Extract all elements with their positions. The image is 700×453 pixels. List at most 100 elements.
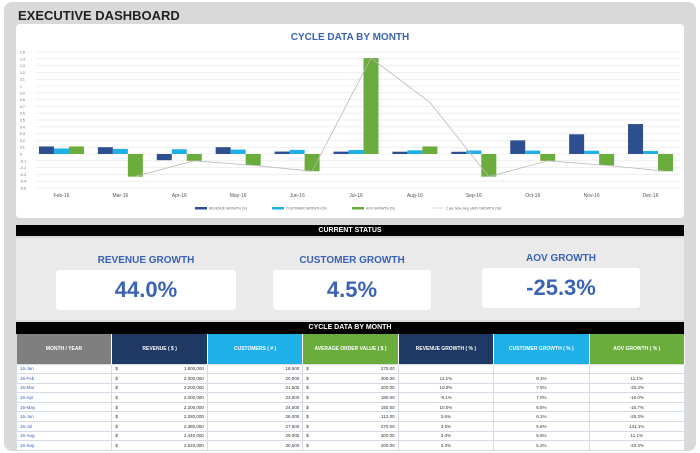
- bar-revenue-growth: [97, 147, 113, 154]
- table-row: 16-Jul $2,360,000 27,500 $270.00 3.5% 5.8% 141…: [15, 421, 686, 432]
- currency-symbol: $: [306, 395, 309, 401]
- aov-growth-cell: -10.0%: [588, 392, 686, 403]
- kpi-aov-value: -25.3%: [482, 268, 640, 308]
- aov-growth-cell: -16.7%: [588, 401, 686, 413]
- y-tick-label: 0: [20, 153, 22, 157]
- x-tick-label: Nov-16: [584, 193, 600, 199]
- cell-value: 270.00: [380, 423, 395, 429]
- revenue-cell: $2,000,000: [111, 392, 208, 403]
- kpi-revenue-value: 44.0%: [56, 270, 236, 310]
- aov-cell: $112.00: [302, 411, 399, 423]
- bar-revenue-growth: [451, 151, 467, 154]
- currency-symbol: $: [115, 366, 118, 372]
- column-header: AVERAGE ORDER VALUE ( $ ): [302, 334, 399, 364]
- customers-cell: 30,500: [206, 440, 304, 451]
- aov-growth-cell: -33.3%: [588, 440, 686, 451]
- y-tick-label: -0.3: [20, 173, 26, 177]
- revenue-cell: $2,280,000: [111, 411, 208, 423]
- x-tick-label: May-16: [230, 193, 247, 199]
- table-row: 16-Mar $2,200,000 21,500 $200.00 10.0% 7.5% -3…: [15, 382, 686, 394]
- cell-value: 2,280,000: [183, 414, 204, 420]
- currency-symbol: $: [115, 443, 118, 449]
- legend-swatch: [352, 207, 364, 210]
- aov-growth-cell: 141.1%: [588, 421, 686, 432]
- y-tick-label: 1.2: [20, 71, 25, 75]
- bar-customer-growth: [584, 150, 600, 154]
- currency-symbol: $: [306, 423, 309, 429]
- currency-symbol: $: [306, 385, 309, 391]
- month-cell: 16-Sep: [15, 440, 113, 451]
- month-cell: 16-Apr: [15, 392, 113, 403]
- y-tick-label: 1: [20, 85, 22, 89]
- customers-cell: 23,000: [206, 392, 304, 403]
- y-tick-label: 0.9: [20, 91, 25, 95]
- revenue-cell: $2,200,000: [111, 382, 208, 394]
- revenue-cell: $2,440,000: [111, 430, 208, 442]
- legend-label: REVENUE GROWTH (%): [209, 207, 247, 211]
- column-header: REVENUE GROWTH ( % ): [398, 334, 495, 364]
- customers-cell: 24,500: [206, 401, 304, 413]
- aov-growth-cell: [588, 363, 686, 375]
- x-tick-label: Apr-16: [172, 193, 187, 199]
- revenue-growth-cell: 11.1%: [397, 373, 495, 384]
- column-header: AOV GROWTH ( % ): [589, 334, 686, 364]
- customers-cell: 26,000: [206, 411, 304, 423]
- customers-cell: 27,500: [206, 421, 304, 432]
- cell-value: 2,360,000: [183, 423, 204, 429]
- bar-aov-growth: [481, 154, 497, 177]
- chart-panel: [16, 24, 684, 218]
- cell-value: 112.00: [381, 414, 395, 420]
- currency-symbol: $: [115, 375, 118, 381]
- currency-symbol: $: [306, 366, 309, 372]
- table-row: 16-May $2,200,000 24,500 $150.00 10.0% 6.5% -1…: [15, 401, 686, 413]
- y-tick-label: 0.6: [20, 112, 25, 116]
- bar-aov-growth: [245, 154, 261, 166]
- aov-cell: $200.00: [302, 382, 399, 394]
- aov-growth-cell: -33.3%: [588, 382, 686, 394]
- cell-value: 2,000,000: [183, 395, 204, 401]
- customers-cell: 20,000: [206, 373, 304, 384]
- cell-value: 2,440,000: [183, 433, 204, 439]
- customer-growth-cell: 8.1%: [493, 373, 590, 384]
- y-tick-label: 0.4: [20, 125, 25, 129]
- y-tick-label: 1.5: [20, 51, 25, 55]
- month-cell: 16-Aug: [15, 430, 113, 442]
- currency-symbol: $: [306, 375, 309, 381]
- x-tick-label: Jun-16: [289, 193, 305, 199]
- customer-growth-cell: 7.5%: [493, 382, 590, 394]
- bar-customer-growth: [171, 149, 187, 154]
- aov-cell: $180.00: [302, 392, 399, 403]
- y-tick-label: -0.2: [20, 166, 26, 170]
- bar-aov-growth: [422, 146, 438, 154]
- bar-aov-growth: [186, 154, 202, 161]
- x-tick-label: Aug-16: [407, 193, 423, 199]
- month-cell: 16-Jun: [15, 411, 113, 423]
- bar-aov-growth: [599, 154, 615, 166]
- y-tick-label: 1.4: [20, 57, 25, 61]
- currency-symbol: $: [306, 404, 309, 410]
- bar-revenue-growth: [38, 146, 54, 154]
- bar-customer-growth: [289, 149, 305, 154]
- revenue-growth-cell: [397, 363, 495, 375]
- customer-growth-cell: [493, 363, 590, 375]
- bar-aov-growth: [363, 58, 379, 154]
- revenue-cell: $2,520,000: [111, 440, 208, 451]
- currency-symbol: $: [115, 395, 118, 401]
- x-tick-label: Dec-16: [642, 193, 658, 199]
- currency-symbol: $: [115, 414, 118, 420]
- cell-value: 150.00: [380, 404, 395, 410]
- column-header: MONTH / YEAR: [16, 334, 113, 364]
- x-tick-label: Oct-16: [525, 193, 540, 199]
- cell-value: 2,520,000: [183, 443, 204, 449]
- bar-revenue-growth: [333, 151, 349, 154]
- currency-symbol: $: [115, 404, 118, 410]
- aov-cell: $300.00: [302, 430, 399, 442]
- chart-title: CYCLE DATA BY MONTH: [290, 32, 410, 43]
- cycle-chart: -0.5 -0.4 -0.3 -0.2 -0.1 0 0.1 0.2 0.3 0.4 0.5 0.6 0…: [20, 51, 680, 211]
- x-tick-label: Jul-16: [349, 193, 363, 199]
- kpi-customer-value: 4.5%: [273, 270, 431, 310]
- revenue-growth-cell: 3.4%: [397, 430, 495, 442]
- currency-symbol: $: [115, 423, 118, 429]
- kpi-revenue-label: REVENUE GROWTH: [97, 255, 195, 266]
- customers-cell: 18,500: [206, 363, 304, 375]
